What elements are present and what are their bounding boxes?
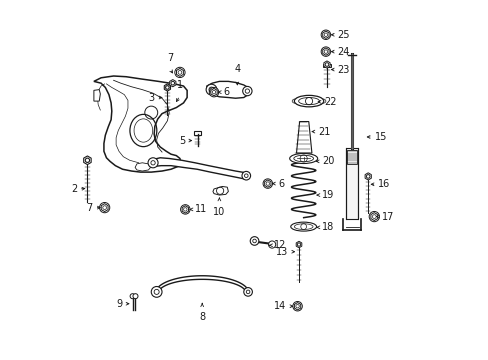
Polygon shape xyxy=(101,204,108,212)
Polygon shape xyxy=(150,158,247,179)
Text: 17: 17 xyxy=(381,212,393,221)
Polygon shape xyxy=(294,302,300,310)
Text: 7: 7 xyxy=(166,53,173,63)
Circle shape xyxy=(292,301,302,311)
Circle shape xyxy=(206,84,217,95)
Text: 22: 22 xyxy=(324,97,336,107)
Polygon shape xyxy=(94,76,187,172)
Polygon shape xyxy=(296,241,301,248)
Ellipse shape xyxy=(294,95,323,107)
Circle shape xyxy=(244,288,252,296)
Text: 5: 5 xyxy=(179,136,185,145)
Text: 10: 10 xyxy=(213,207,225,217)
Polygon shape xyxy=(365,173,370,180)
FancyBboxPatch shape xyxy=(346,148,357,220)
Circle shape xyxy=(242,171,250,180)
Text: 24: 24 xyxy=(337,46,349,57)
Text: 7: 7 xyxy=(86,203,93,213)
Polygon shape xyxy=(176,68,183,76)
Text: 23: 23 xyxy=(337,64,349,75)
Ellipse shape xyxy=(292,99,298,103)
Polygon shape xyxy=(322,48,328,55)
Text: 3: 3 xyxy=(148,93,155,103)
Polygon shape xyxy=(206,81,249,98)
Circle shape xyxy=(130,294,135,299)
Polygon shape xyxy=(94,90,100,101)
Circle shape xyxy=(148,158,158,168)
Text: 16: 16 xyxy=(378,179,390,189)
Polygon shape xyxy=(83,156,91,165)
Text: 1: 1 xyxy=(177,80,183,90)
FancyBboxPatch shape xyxy=(346,150,356,164)
Text: 18: 18 xyxy=(322,222,334,232)
Text: 6: 6 xyxy=(223,87,229,97)
Text: 11: 11 xyxy=(195,204,207,215)
Circle shape xyxy=(100,202,109,213)
Text: 21: 21 xyxy=(317,127,330,136)
Circle shape xyxy=(133,294,138,299)
Ellipse shape xyxy=(319,99,325,103)
Text: 14: 14 xyxy=(274,301,286,311)
Ellipse shape xyxy=(289,153,317,163)
FancyBboxPatch shape xyxy=(194,131,201,135)
Polygon shape xyxy=(157,276,247,289)
Text: 13: 13 xyxy=(276,247,288,257)
Polygon shape xyxy=(182,206,188,213)
Polygon shape xyxy=(296,122,311,153)
Text: 25: 25 xyxy=(337,30,349,40)
FancyBboxPatch shape xyxy=(323,64,330,67)
Polygon shape xyxy=(323,61,329,68)
Text: 20: 20 xyxy=(322,156,334,166)
Text: 4: 4 xyxy=(234,64,240,74)
Circle shape xyxy=(321,47,330,57)
Text: 15: 15 xyxy=(374,132,386,142)
Polygon shape xyxy=(370,213,377,221)
Text: 19: 19 xyxy=(322,190,334,200)
Circle shape xyxy=(242,86,251,96)
Polygon shape xyxy=(322,31,328,39)
Circle shape xyxy=(175,67,184,77)
Circle shape xyxy=(263,179,272,188)
Text: 8: 8 xyxy=(199,312,205,321)
Circle shape xyxy=(268,241,275,248)
Circle shape xyxy=(209,87,218,97)
Polygon shape xyxy=(135,163,150,171)
Circle shape xyxy=(151,287,162,297)
Circle shape xyxy=(250,237,258,245)
Polygon shape xyxy=(264,180,270,187)
Polygon shape xyxy=(212,186,228,195)
Polygon shape xyxy=(169,80,176,87)
Polygon shape xyxy=(164,84,170,91)
Circle shape xyxy=(180,205,190,214)
Text: 9: 9 xyxy=(116,299,122,309)
Text: 12: 12 xyxy=(274,240,286,250)
Polygon shape xyxy=(210,89,217,96)
Text: 2: 2 xyxy=(71,184,77,194)
Ellipse shape xyxy=(290,222,316,231)
Circle shape xyxy=(321,30,330,40)
Text: 6: 6 xyxy=(278,179,284,189)
Circle shape xyxy=(368,211,379,222)
